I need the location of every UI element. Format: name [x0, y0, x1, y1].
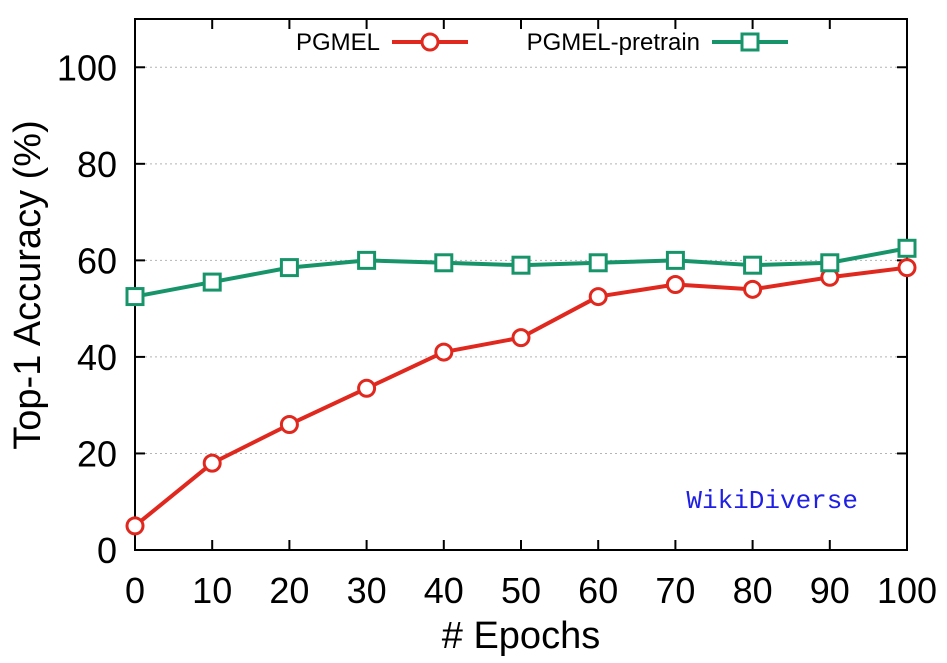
point-pgmel-0 — [125, 516, 145, 536]
x-tick-label-50: 50 — [501, 570, 541, 611]
x-tick-label-70: 70 — [655, 570, 695, 611]
x-axis-title: # Epochs — [442, 615, 600, 657]
legend: PGMEL PGMEL-pretrain — [296, 29, 788, 56]
y-tick-labels: 0 20 40 60 80 100 — [57, 47, 117, 571]
point-pgmel-40 — [434, 342, 454, 362]
point-pgmel-80 — [743, 279, 763, 299]
y-tick-label-40: 40 — [77, 337, 117, 378]
legend-marker-pgmel-pretrain — [740, 32, 760, 52]
x-tick-label-30: 30 — [347, 570, 387, 611]
series-layer — [125, 238, 917, 536]
legend-label-pgmel-pretrain: PGMEL-pretrain — [527, 29, 700, 56]
legend-marker-pgmel — [420, 32, 440, 52]
y-tick-label-80: 80 — [77, 144, 117, 185]
series-pgmel-pretrain — [125, 238, 917, 307]
x-tick-label-80: 80 — [733, 570, 773, 611]
point-pgmel-20 — [279, 414, 299, 434]
point-pgmel-pretrain-40 — [434, 253, 454, 273]
point-pgmel-30 — [357, 378, 377, 398]
x-tick-label-20: 20 — [269, 570, 309, 611]
point-pgmel-100 — [897, 258, 917, 278]
series-pgmel — [125, 258, 917, 536]
point-pgmel-60 — [588, 287, 608, 307]
x-tick-label-60: 60 — [578, 570, 618, 611]
point-pgmel-pretrain-80 — [743, 255, 763, 275]
point-pgmel-pretrain-70 — [665, 250, 685, 270]
y-tick-label-100: 100 — [57, 47, 117, 88]
x-tick-label-90: 90 — [810, 570, 850, 611]
axis-ticks — [134, 19, 908, 551]
legend-label-pgmel: PGMEL — [296, 29, 380, 56]
point-pgmel-50 — [511, 328, 531, 348]
y-axis-title: Top-1 Accuracy (%) — [7, 120, 49, 449]
point-pgmel-pretrain-0 — [125, 287, 145, 307]
y-tick-label-0: 0 — [97, 530, 117, 571]
point-pgmel-pretrain-60 — [588, 253, 608, 273]
x-tick-label-40: 40 — [424, 570, 464, 611]
x-tick-label-10: 10 — [192, 570, 232, 611]
y-tick-label-20: 20 — [77, 433, 117, 474]
y-tick-label-60: 60 — [77, 240, 117, 281]
point-pgmel-pretrain-30 — [357, 250, 377, 270]
x-tick-label-0: 0 — [125, 570, 145, 611]
point-pgmel-pretrain-10 — [202, 272, 222, 292]
point-pgmel-pretrain-50 — [511, 255, 531, 275]
point-pgmel-pretrain-90 — [820, 253, 840, 273]
point-pgmel-pretrain-20 — [279, 258, 299, 278]
dataset-annotation: WikiDiverse — [686, 486, 858, 516]
point-pgmel-10 — [202, 453, 222, 473]
point-pgmel-70 — [665, 275, 685, 294]
x-tick-labels: 0 10 20 30 40 50 60 70 80 90 100 — [125, 570, 937, 611]
point-pgmel-pretrain-100 — [897, 238, 917, 258]
x-tick-label-100: 100 — [877, 570, 937, 611]
